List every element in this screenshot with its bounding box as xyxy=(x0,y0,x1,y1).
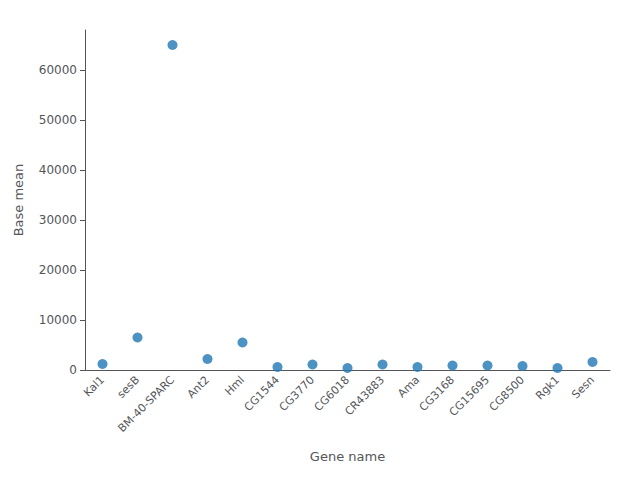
svg-text:10000: 10000 xyxy=(39,313,77,327)
svg-text:40000: 40000 xyxy=(39,163,77,177)
svg-text:Ant2: Ant2 xyxy=(185,373,212,400)
svg-text:sesB: sesB xyxy=(115,373,142,400)
svg-text:Gene name: Gene name xyxy=(310,449,385,464)
svg-text:Kal1: Kal1 xyxy=(81,373,107,399)
svg-text:Rgk1: Rgk1 xyxy=(533,373,562,402)
svg-text:60000: 60000 xyxy=(39,63,77,77)
svg-text:50000: 50000 xyxy=(39,113,77,127)
svg-text:Sesn: Sesn xyxy=(569,373,597,401)
svg-text:CG3168: CG3168 xyxy=(416,373,458,414)
svg-text:Base mean: Base mean xyxy=(11,164,26,237)
svg-text:20000: 20000 xyxy=(39,263,77,277)
svg-text:CG1544: CG1544 xyxy=(242,373,282,413)
svg-text:CG15695: CG15695 xyxy=(447,373,492,418)
svg-text:BM-40-SPARC: BM-40-SPARC xyxy=(116,373,178,435)
svg-text:CG6018: CG6018 xyxy=(311,373,353,414)
svg-text:30000: 30000 xyxy=(39,213,77,227)
svg-text:Hml: Hml xyxy=(222,373,247,398)
svg-text:CG8500: CG8500 xyxy=(487,373,527,413)
svg-text:CG3770: CG3770 xyxy=(277,373,317,413)
svg-text:0: 0 xyxy=(69,363,77,377)
svg-text:CR43883: CR43883 xyxy=(342,373,387,418)
svg-text:Ama: Ama xyxy=(395,373,422,400)
